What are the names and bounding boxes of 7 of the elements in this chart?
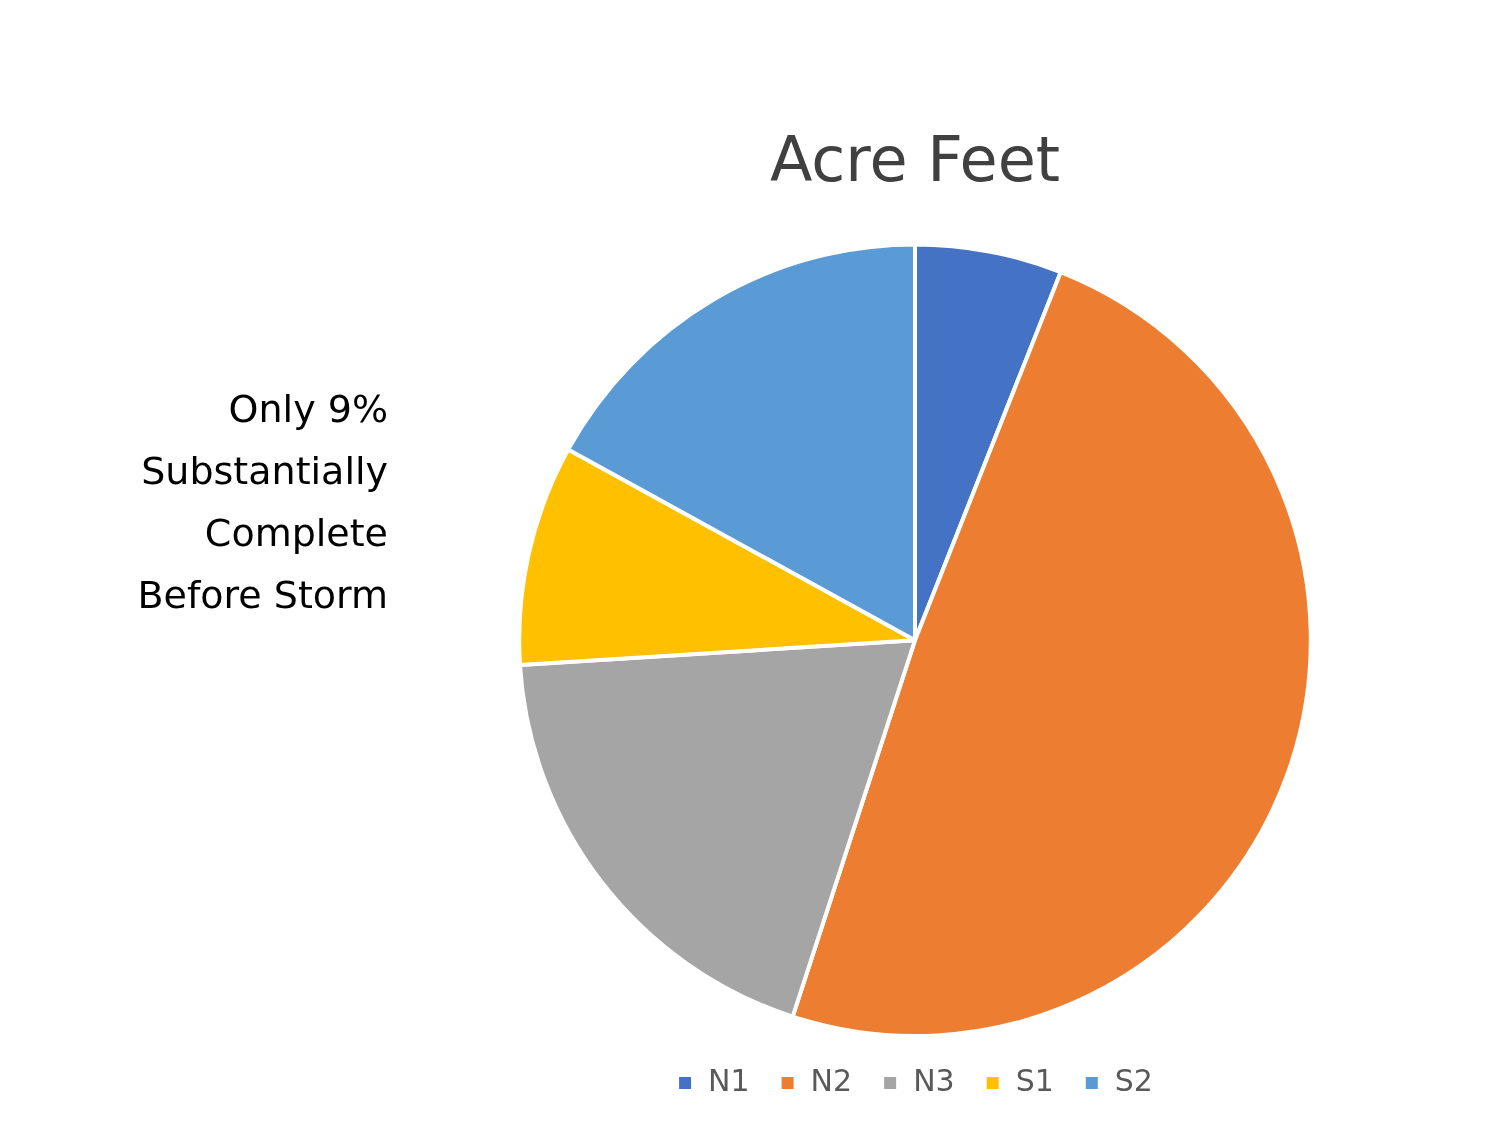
legend-label: N3 <box>913 1062 955 1098</box>
legend-label: S1 <box>1015 1062 1054 1098</box>
legend-label: S2 <box>1114 1062 1153 1098</box>
legend-label: N2 <box>810 1062 853 1098</box>
text: Only 9% Substantially Complete Before Storm <box>136 386 388 619</box>
chart-title: Acre Feet <box>769 123 1061 197</box>
legend-label: N1 <box>708 1062 750 1098</box>
